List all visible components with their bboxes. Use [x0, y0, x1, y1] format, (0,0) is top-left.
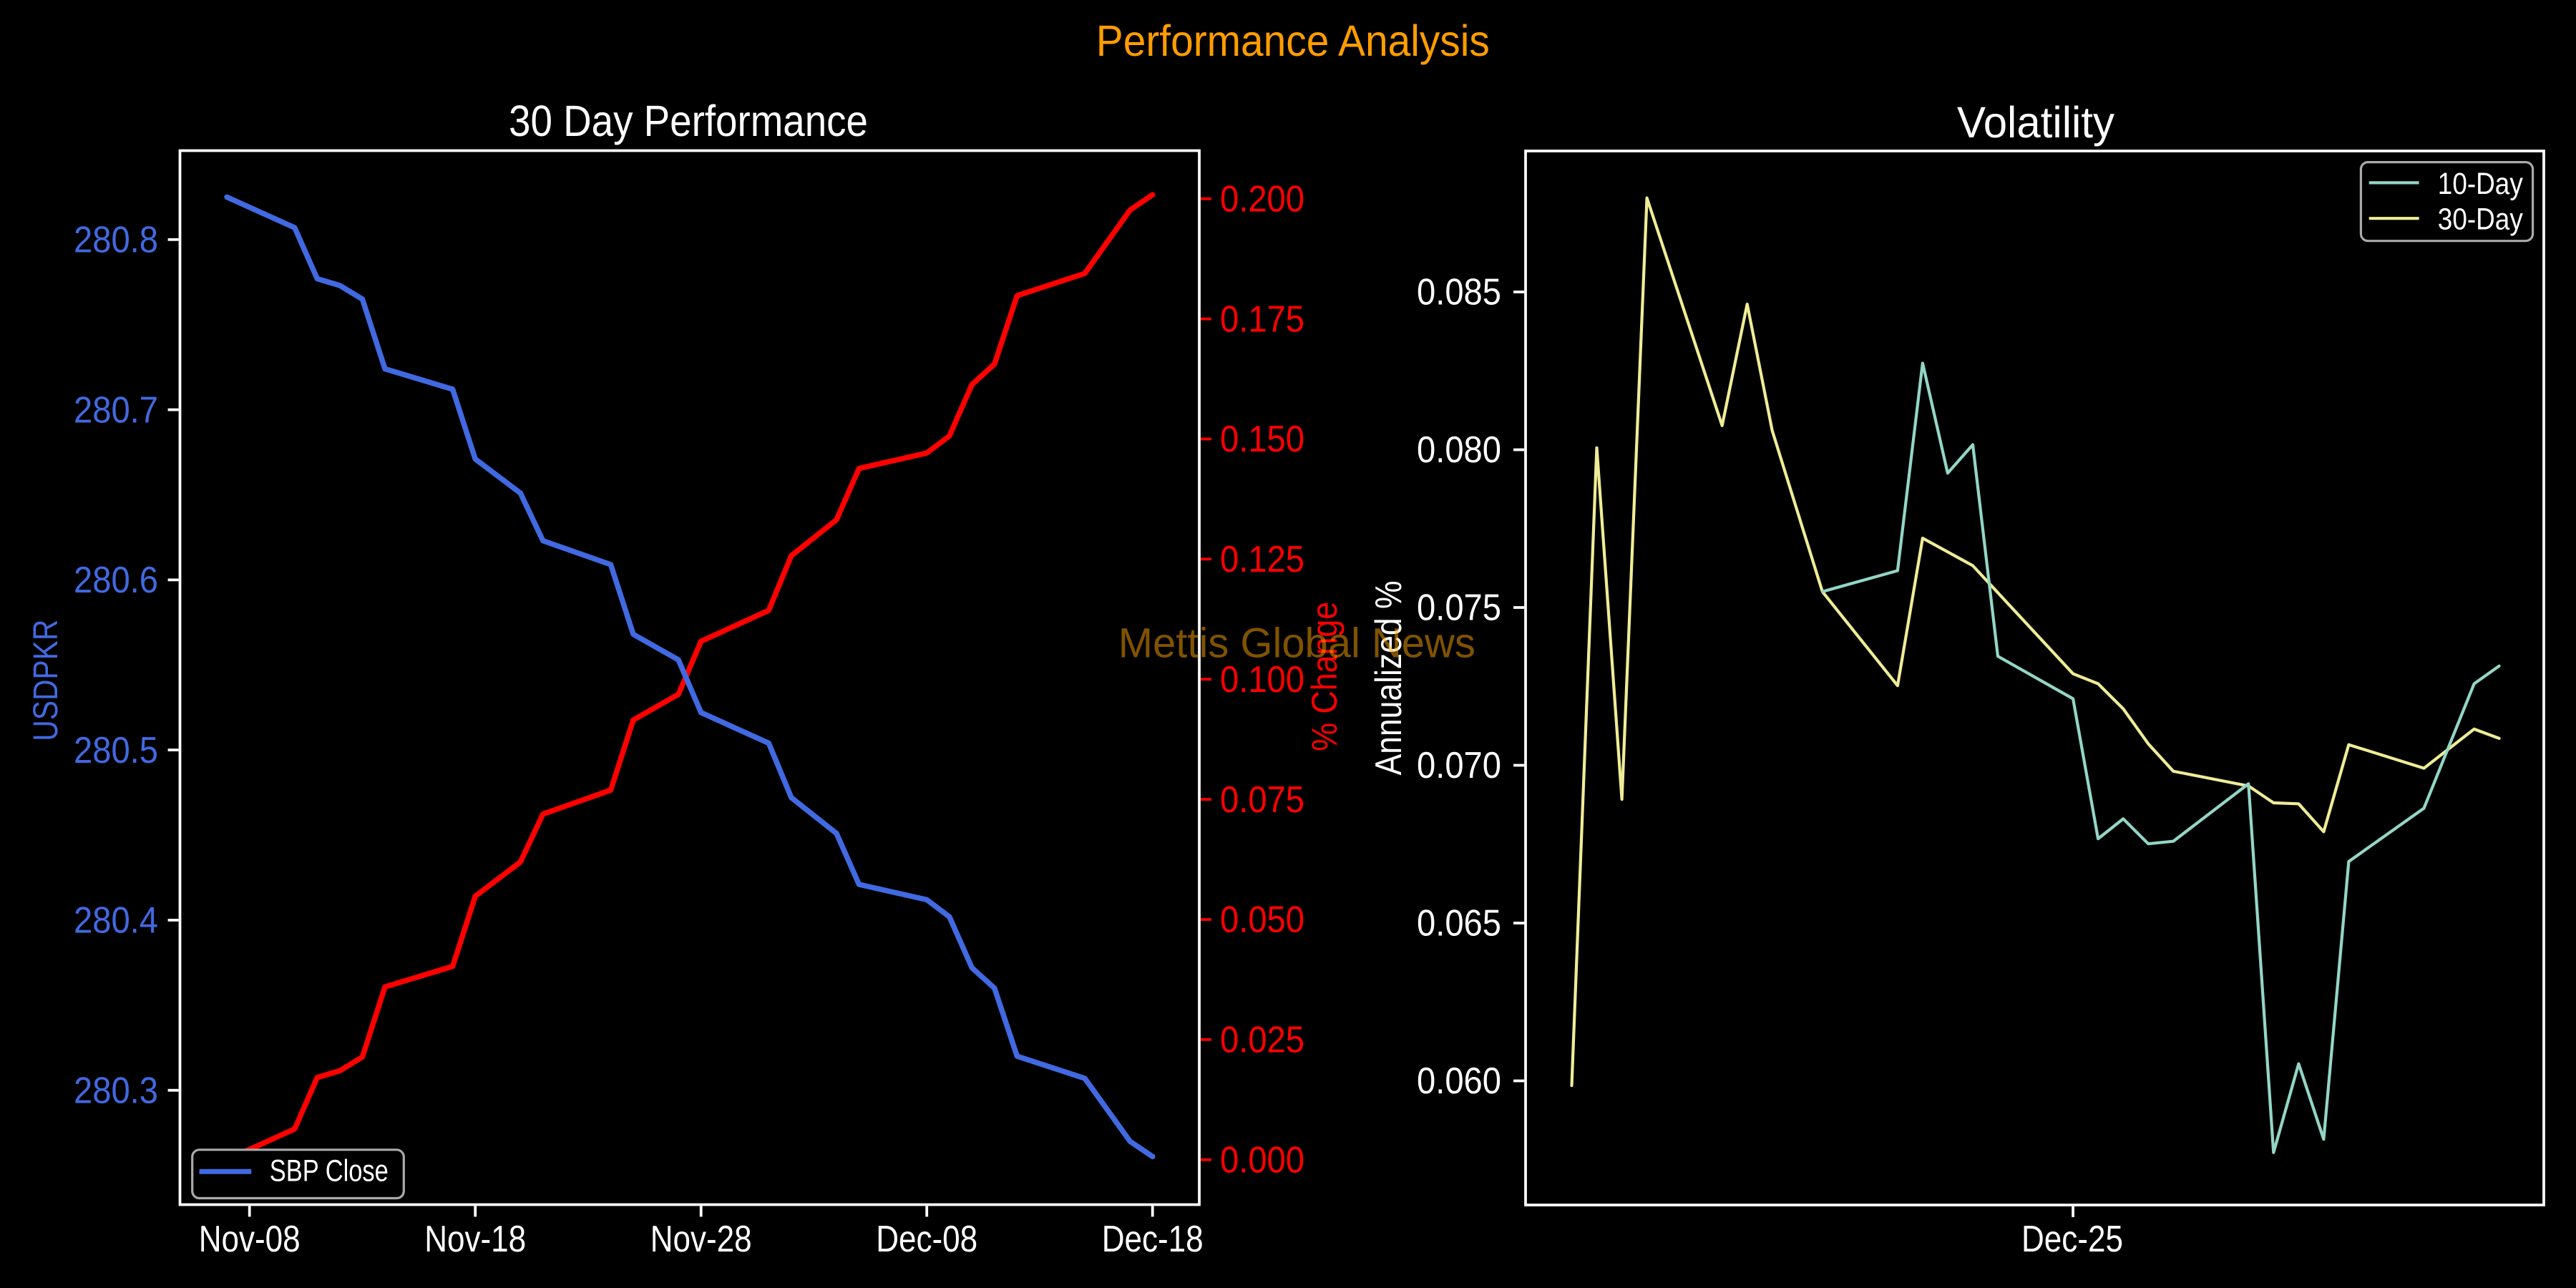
- svg-text:0.100: 0.100: [1220, 658, 1304, 700]
- svg-text:0.125: 0.125: [1220, 538, 1304, 580]
- svg-text:Dec-18: Dec-18: [1102, 1218, 1204, 1259]
- svg-text:0.065: 0.065: [1417, 902, 1501, 944]
- svg-text:0.175: 0.175: [1220, 298, 1304, 339]
- svg-text:Annualized %: Annualized %: [1367, 581, 1409, 776]
- svg-text:0.085: 0.085: [1417, 271, 1501, 313]
- svg-text:Nov-08: Nov-08: [199, 1218, 301, 1259]
- svg-text:0.000: 0.000: [1220, 1138, 1304, 1180]
- svg-text:Volatility: Volatility: [1957, 98, 2114, 147]
- svg-text:30 Day Performance: 30 Day Performance: [509, 97, 868, 145]
- svg-text:280.8: 280.8: [74, 219, 158, 260]
- svg-text:0.070: 0.070: [1417, 744, 1501, 786]
- svg-text:Dec-08: Dec-08: [876, 1218, 977, 1259]
- svg-text:280.6: 280.6: [74, 559, 158, 600]
- svg-text:% Change: % Change: [1304, 602, 1345, 751]
- svg-text:280.3: 280.3: [74, 1069, 158, 1111]
- svg-text:Nov-18: Nov-18: [424, 1218, 526, 1259]
- svg-text:Mettis Global News: Mettis Global News: [1118, 620, 1475, 667]
- svg-text:0.025: 0.025: [1220, 1019, 1304, 1060]
- svg-text:0.075: 0.075: [1417, 587, 1501, 628]
- svg-text:USDPKR: USDPKR: [26, 620, 65, 741]
- svg-text:280.5: 280.5: [74, 729, 158, 771]
- svg-text:0.200: 0.200: [1220, 177, 1304, 219]
- svg-text:Dec-25: Dec-25: [2021, 1218, 2123, 1259]
- svg-text:280.4: 280.4: [74, 899, 158, 941]
- svg-text:0.075: 0.075: [1220, 779, 1304, 820]
- svg-text:0.060: 0.060: [1417, 1060, 1501, 1101]
- svg-text:SBP Close: SBP Close: [270, 1153, 389, 1188]
- svg-text:30-Day: 30-Day: [2438, 203, 2523, 237]
- svg-text:0.080: 0.080: [1417, 429, 1501, 470]
- svg-text:280.7: 280.7: [74, 389, 158, 430]
- svg-text:Performance Analysis: Performance Analysis: [1096, 16, 1490, 65]
- svg-text:10-Day: 10-Day: [2438, 167, 2523, 201]
- svg-text:0.150: 0.150: [1220, 418, 1304, 459]
- svg-text:0.050: 0.050: [1220, 899, 1304, 940]
- svg-text:Nov-28: Nov-28: [650, 1218, 752, 1259]
